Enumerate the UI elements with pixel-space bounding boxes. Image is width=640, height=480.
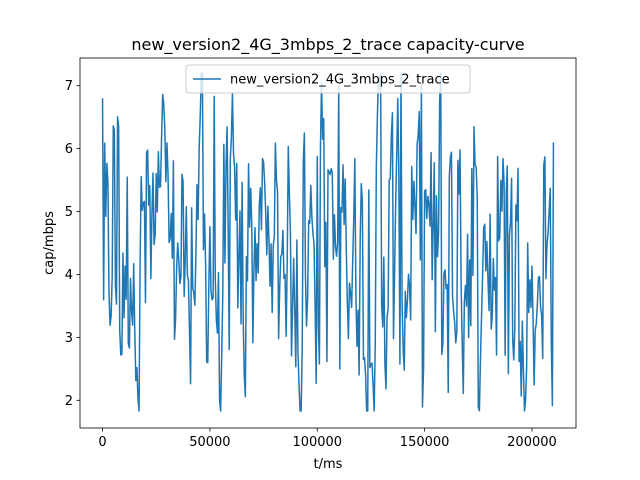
x-tick-label: 100000 [292, 435, 342, 450]
axes-layer: 0 50000 100000 150000 200000 2 3 4 5 6 7 [65, 57, 577, 450]
y-tick-label: 3 [65, 331, 73, 346]
y-axis-label: cap/mbps [42, 211, 57, 275]
x-tick-label: 0 [98, 435, 106, 450]
legend-label: new_version2_4G_3mbps_2_trace [230, 73, 450, 88]
legend-box [185, 64, 471, 94]
series-layer [101, 72, 555, 412]
y-tick-label: 7 [65, 79, 73, 94]
y-tick-label: 6 [65, 142, 73, 157]
x-tick-label: 200000 [507, 435, 557, 450]
y-tick-label: 4 [65, 268, 73, 283]
series-line [101, 72, 555, 412]
chart-title: new_version2_4G_3mbps_2_trace capacity-c… [131, 35, 524, 55]
x-tick-label: 50000 [189, 435, 230, 450]
legend: new_version2_4G_3mbps_2_trace [185, 64, 471, 94]
y-tick-label: 5 [65, 205, 73, 220]
axes-frame [79, 57, 577, 429]
x-tick-label: 150000 [400, 435, 450, 450]
y-tick-label: 2 [65, 394, 73, 409]
x-axis-label: t/ms [314, 457, 343, 472]
